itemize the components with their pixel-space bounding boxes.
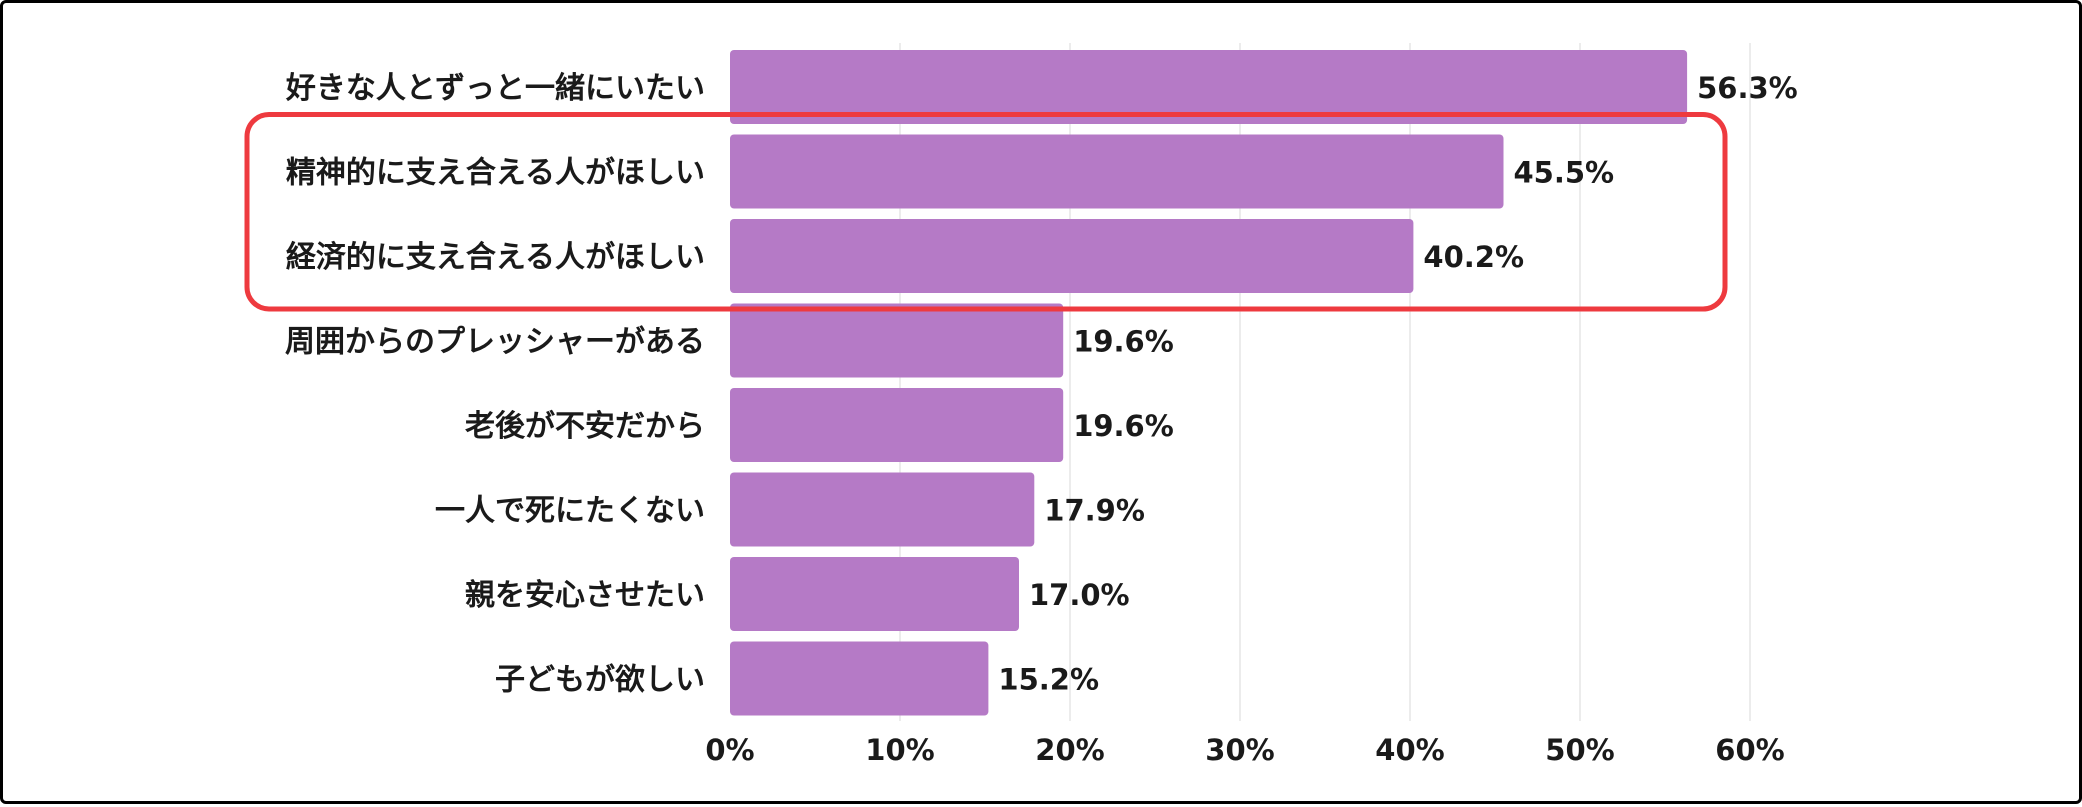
value-label: 19.6% [1073, 409, 1174, 443]
x-tick-label: 30% [1205, 733, 1274, 767]
category-label: 子どもが欲しい [495, 663, 705, 698]
category-label: 経済的に支え合える人がほしい [286, 240, 705, 275]
bar [730, 557, 1019, 631]
category-label: 好きな人とずっと一緒にいたい [285, 71, 705, 106]
bar-chart: 好きな人とずっと一緒にいたい 56.3% 精神的に支え合える人がほしい 45.5% 経済… [244, 43, 1798, 767]
value-label: 17.0% [1029, 578, 1130, 612]
highlight-box [244, 112, 1728, 312]
bar [730, 472, 1035, 547]
value-label: 40.2% [1423, 240, 1524, 274]
bar [730, 50, 1688, 124]
category-label: 一人で死にたくない [435, 494, 705, 529]
bar [730, 134, 1504, 209]
category-label: 老後が不安だから [465, 409, 705, 444]
bar [730, 303, 1064, 378]
category-label: 親を安心させたい [465, 578, 705, 613]
x-tick-label: 20% [1035, 733, 1104, 767]
value-label: 45.5% [1514, 156, 1615, 190]
value-label: 19.6% [1073, 325, 1174, 359]
x-tick-label: 40% [1375, 733, 1444, 767]
x-tick-label: 10% [865, 733, 934, 767]
value-label: 56.3% [1697, 71, 1798, 105]
value-label: 17.9% [1044, 494, 1145, 528]
x-tick-label: 50% [1545, 733, 1614, 767]
bar [730, 388, 1064, 462]
value-label: 15.2% [998, 663, 1099, 697]
bar [730, 219, 1414, 293]
x-tick-label: 60% [1715, 733, 1784, 767]
category-label: 精神的に支え合える人がほしい [286, 156, 705, 191]
x-tick-label: 0% [705, 733, 754, 767]
bar [730, 641, 989, 716]
category-label: 周囲からのプレッシャーがある [285, 325, 705, 360]
